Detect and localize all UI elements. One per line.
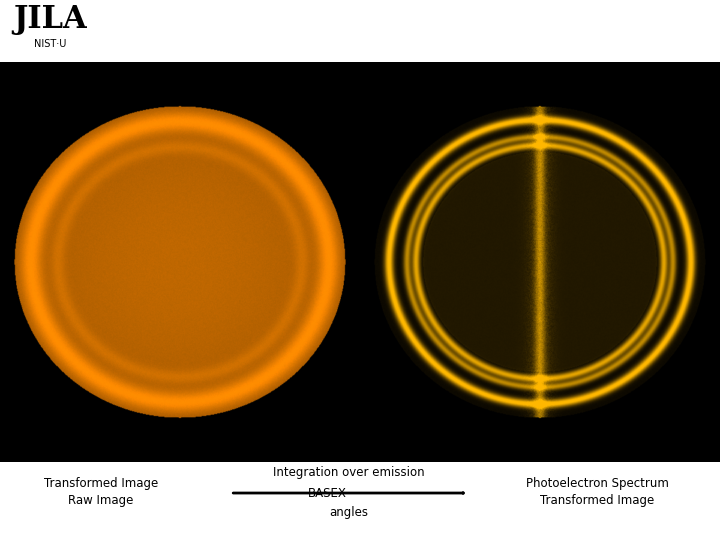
Text: Experimental Set-Up: Experimental Set-Up xyxy=(257,16,549,40)
FancyArrowPatch shape xyxy=(233,492,464,494)
Text: angles: angles xyxy=(330,506,369,519)
Text: Transformed Image: Transformed Image xyxy=(44,477,158,490)
FancyBboxPatch shape xyxy=(1,2,99,55)
Text: BASEX: BASEX xyxy=(308,487,347,500)
Text: Transformed Image: Transformed Image xyxy=(541,494,654,508)
Text: NIST·U: NIST·U xyxy=(34,39,66,49)
Text: Raw Image: Raw Image xyxy=(68,494,133,508)
Text: Photoelectron Spectrum: Photoelectron Spectrum xyxy=(526,477,669,490)
Text: JILA: JILA xyxy=(13,4,87,35)
Text: Integration over emission: Integration over emission xyxy=(274,466,425,479)
